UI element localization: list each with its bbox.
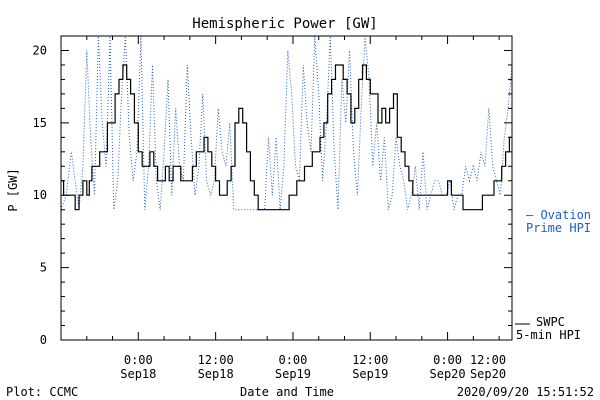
x-tick-time: 12:00 (352, 353, 388, 367)
y-axis-label: P [GW] (6, 168, 20, 211)
series-ovation-line (61, 36, 512, 211)
y-tick-label: 0 (40, 333, 47, 347)
x-tick-date: Sep18 (198, 367, 234, 381)
x-tick-time: 12:00 (198, 353, 234, 367)
legend-swpc: SWPC 5-min HPI (515, 315, 581, 342)
chart-title: Hemispheric Power [GW] (192, 16, 377, 32)
legend-ovation: — Ovation Prime HPI (526, 208, 591, 235)
x-tick-time: 0:00 (433, 353, 462, 367)
x-tick-time: 12:00 (470, 353, 506, 367)
x-tick-time: 0:00 (278, 353, 307, 367)
y-tick-label: 5 (40, 261, 47, 275)
series-swpc-line (61, 64, 512, 211)
x-tick-date: Sep19 (352, 367, 388, 381)
x-tick-date: Sep20 (430, 367, 466, 381)
legend-ovation-line2: Prime HPI (526, 221, 591, 235)
x-tick-date: Sep18 (120, 367, 156, 381)
footer-plot-credit: Plot: CCMC (6, 385, 78, 399)
x-tick-date: Sep19 (275, 367, 311, 381)
legend-swpc-line2: 5-min HPI (516, 328, 581, 342)
x-tick-date: Sep20 (470, 367, 506, 381)
y-tick-label: 10 (33, 188, 47, 202)
x-axis-label: Date and Time (240, 385, 334, 399)
legend-swpc-line1: SWPC (536, 315, 565, 329)
series-layer (61, 36, 512, 211)
plot-frame (60, 35, 513, 341)
legend: — Ovation Prime HPI SWPC 5-min HPI (515, 208, 591, 342)
x-tick-time: 0:00 (124, 353, 153, 367)
y-tick-label: 15 (33, 116, 47, 130)
footer-timestamp: 2020/09/20 15:51:52 (457, 385, 594, 399)
axes-layer: 051015200:00Sep1812:00Sep180:00Sep1912:0… (33, 36, 512, 381)
y-tick-label: 20 (33, 43, 47, 57)
legend-ovation-line1: — Ovation (526, 208, 591, 222)
